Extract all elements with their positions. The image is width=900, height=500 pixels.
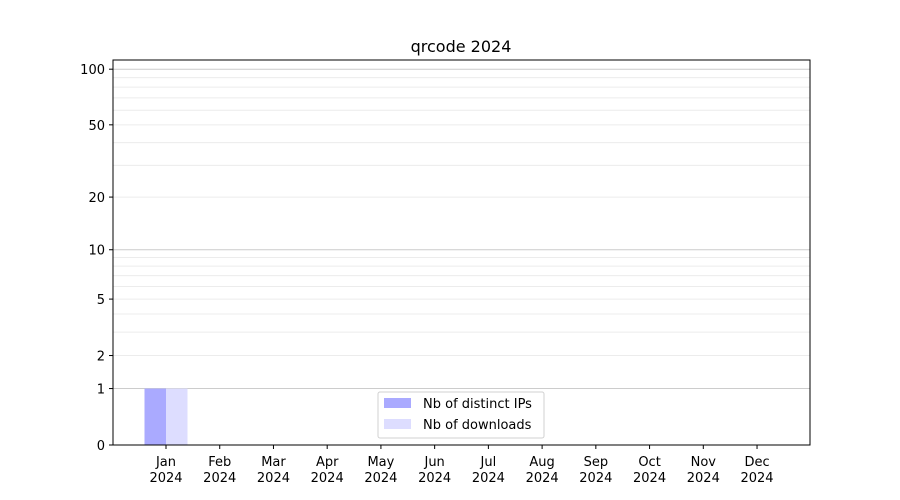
x-tick-label: Jun	[423, 455, 444, 470]
x-tick-label: 2024	[311, 471, 344, 486]
x-tick-label: Apr	[316, 455, 339, 470]
legend-box	[377, 391, 545, 439]
x-tick-label: 2024	[203, 471, 236, 486]
x-tick-label: Nov	[691, 455, 717, 470]
x-tick-label: 2024	[740, 471, 773, 486]
legend-swatch	[384, 398, 411, 408]
legend-label: Nb of downloads	[423, 418, 532, 433]
y-tick-label: 0	[97, 439, 105, 454]
x-tick-label: Jul	[480, 455, 497, 470]
bar-distinct-ips	[144, 388, 166, 445]
axes-frame	[112, 59, 811, 446]
y-tick-label: 10	[88, 244, 105, 259]
legend-label: Nb of distinct IPs	[423, 397, 532, 412]
legend-swatch	[384, 419, 411, 429]
x-tick-label: 2024	[364, 471, 397, 486]
x-tick-label: Mar	[261, 455, 286, 470]
bar-downloads	[166, 388, 188, 445]
x-tick-label: Jan	[155, 455, 176, 470]
y-tick-label: 20	[88, 191, 105, 206]
y-tick-label: 50	[88, 119, 105, 134]
x-tick-label: 2024	[687, 471, 720, 486]
y-tick-label: 5	[97, 293, 105, 308]
x-tick-label: 2024	[418, 471, 451, 486]
x-tick-label: 2024	[149, 471, 182, 486]
x-tick-label: Aug	[529, 455, 554, 470]
x-tick-label: Oct	[638, 455, 660, 470]
x-tick-label: 2024	[257, 471, 290, 486]
x-tick-label: Dec	[744, 455, 769, 470]
x-tick-label: 2024	[526, 471, 559, 486]
chart-title: qrcode 2024	[411, 37, 512, 56]
x-tick-label: 2024	[579, 471, 612, 486]
x-tick-label: 2024	[472, 471, 505, 486]
x-tick-label: 2024	[633, 471, 666, 486]
x-tick-label: May	[367, 455, 394, 470]
y-tick-label: 2	[97, 350, 105, 365]
x-tick-label: Sep	[584, 455, 609, 470]
y-tick-label: 100	[80, 63, 105, 78]
x-tick-label: Feb	[208, 455, 231, 470]
y-tick-label: 1	[97, 383, 105, 398]
